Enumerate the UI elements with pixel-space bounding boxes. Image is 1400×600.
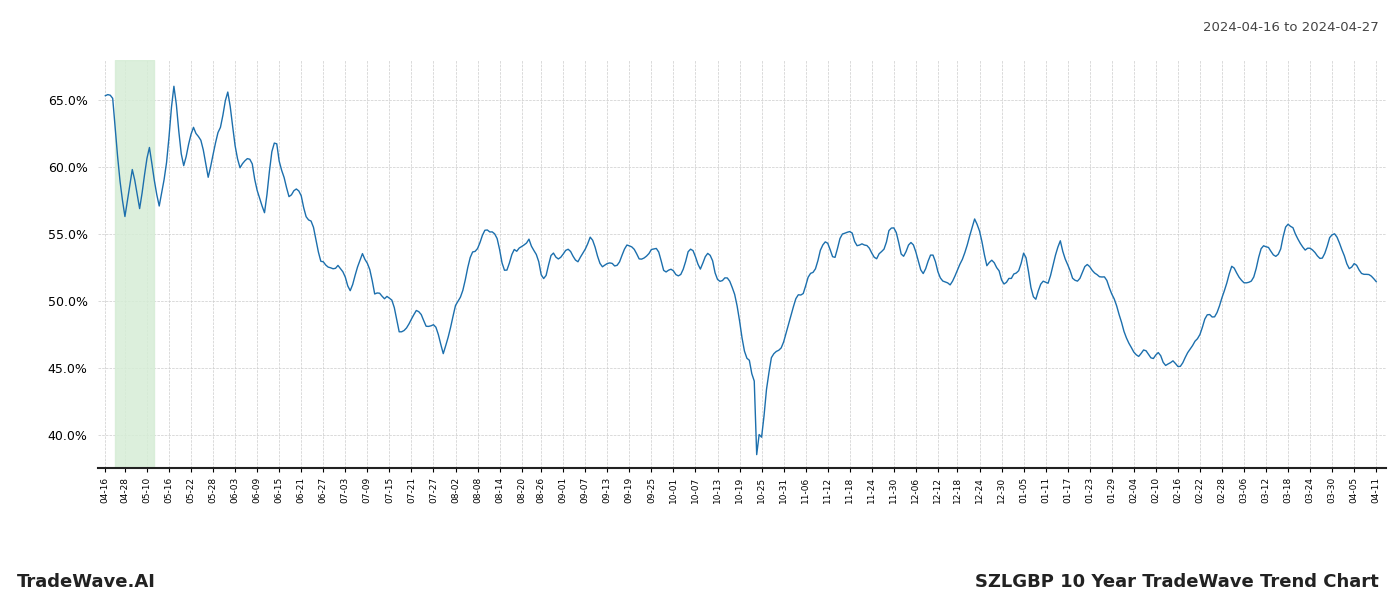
Text: SZLGBP 10 Year TradeWave Trend Chart: SZLGBP 10 Year TradeWave Trend Chart: [976, 573, 1379, 591]
Bar: [115, 60, 154, 468]
Text: TradeWave.AI: TradeWave.AI: [17, 573, 155, 591]
Text: 2024-04-16 to 2024-04-27: 2024-04-16 to 2024-04-27: [1203, 21, 1379, 34]
